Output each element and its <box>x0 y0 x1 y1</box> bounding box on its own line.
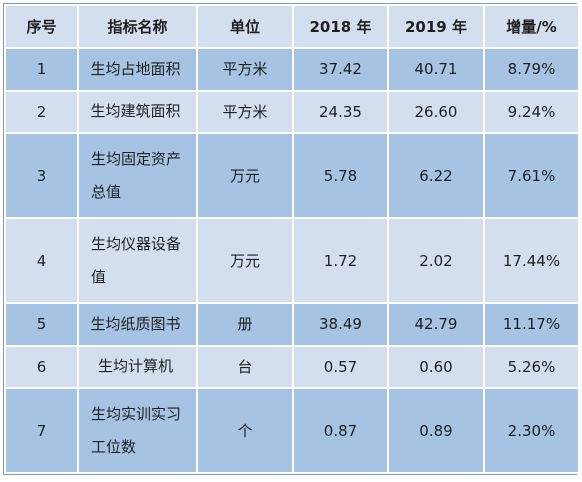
cell-unit: 个 <box>196 387 294 474</box>
table-row: 2 生均建筑面积 平方米 24.35 26.60 9.24% <box>4 89 580 134</box>
table-row: 3 生均固定资产总值 万元 5.78 6.22 7.61% <box>4 132 580 219</box>
cell-2018: 37.42 <box>292 47 389 92</box>
cell-indicator-name: 生均建筑面积 <box>77 89 198 134</box>
cell-2019: 40.71 <box>387 47 485 92</box>
table-row: 5 生均纸质图书 册 38.49 42.79 11.17% <box>4 302 580 347</box>
cell-2019: 0.60 <box>387 344 485 389</box>
cell-indicator-name: 生均纸质图书 <box>77 302 198 347</box>
cell-increase: 7.61% <box>483 132 580 219</box>
cell-index: 7 <box>4 387 79 474</box>
cell-2018: 0.57 <box>292 344 389 389</box>
header-2018: 2018 年 <box>292 4 389 49</box>
cell-increase: 11.17% <box>483 302 580 347</box>
table-row: 4 生均仪器设备值 万元 1.72 2.02 17.44% <box>4 217 580 304</box>
cell-unit: 平方米 <box>196 89 294 134</box>
cell-indicator-name: 生均计算机 <box>77 344 198 389</box>
cell-indicator-name: 生均占地面积 <box>77 47 198 92</box>
cell-increase: 9.24% <box>483 89 580 134</box>
cell-2019: 6.22 <box>387 132 485 219</box>
cell-2019: 2.02 <box>387 217 485 304</box>
cell-unit: 万元 <box>196 217 294 304</box>
table-row: 6 生均计算机 台 0.57 0.60 5.26% <box>4 344 580 389</box>
cell-2018: 38.49 <box>292 302 389 347</box>
cell-index: 2 <box>4 89 79 134</box>
cell-index: 5 <box>4 302 79 347</box>
header-unit: 单位 <box>196 4 294 49</box>
cell-index: 4 <box>4 217 79 304</box>
cell-indicator-name: 生均实训实习工位数 <box>77 387 198 474</box>
table-row: 1 生均占地面积 平方米 37.42 40.71 8.79% <box>4 47 580 92</box>
indicator-table: 序号 指标名称 单位 2018 年 2019 年 增量/% 1 生均占地面积 平… <box>4 4 580 474</box>
cell-increase: 8.79% <box>483 47 580 92</box>
table-header-row: 序号 指标名称 单位 2018 年 2019 年 增量/% <box>4 4 580 49</box>
cell-indicator-name: 生均仪器设备值 <box>77 217 198 304</box>
header-2019: 2019 年 <box>387 4 485 49</box>
cell-unit: 万元 <box>196 132 294 219</box>
cell-index: 1 <box>4 47 79 92</box>
header-indicator-name: 指标名称 <box>77 4 198 49</box>
cell-unit: 平方米 <box>196 47 294 92</box>
cell-indicator-name: 生均固定资产总值 <box>77 132 198 219</box>
cell-2018: 5.78 <box>292 132 389 219</box>
header-index: 序号 <box>4 4 79 49</box>
header-increase: 增量/% <box>483 4 580 49</box>
cell-2019: 26.60 <box>387 89 485 134</box>
cell-2019: 42.79 <box>387 302 485 347</box>
cell-index: 6 <box>4 344 79 389</box>
cell-2018: 1.72 <box>292 217 389 304</box>
cell-index: 3 <box>4 132 79 219</box>
cell-increase: 2.30% <box>483 387 580 474</box>
cell-2019: 0.89 <box>387 387 485 474</box>
cell-increase: 5.26% <box>483 344 580 389</box>
table-row: 7 生均实训实习工位数 个 0.87 0.89 2.30% <box>4 387 580 474</box>
cell-unit: 册 <box>196 302 294 347</box>
cell-2018: 0.87 <box>292 387 389 474</box>
indicator-table-frame: 序号 指标名称 单位 2018 年 2019 年 增量/% 1 生均占地面积 平… <box>3 3 580 475</box>
cell-2018: 24.35 <box>292 89 389 134</box>
cell-increase: 17.44% <box>483 217 580 304</box>
cell-unit: 台 <box>196 344 294 389</box>
